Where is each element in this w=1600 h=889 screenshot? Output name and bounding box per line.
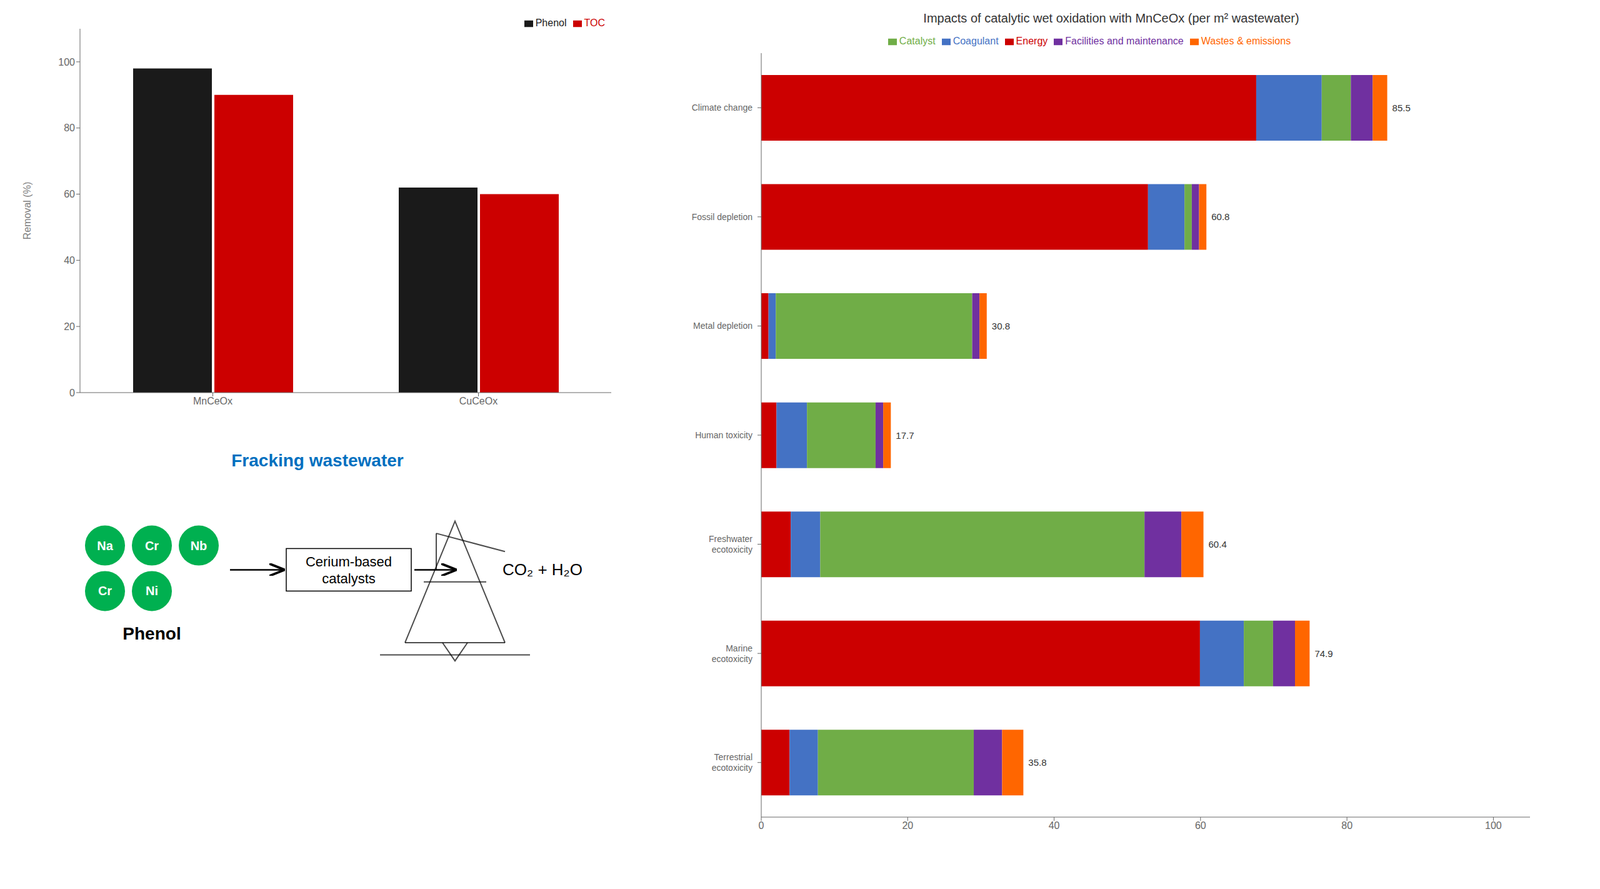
html-text:Impacts of catalytic wet oxida: Impacts of catalytic wet oxidation with …: [923, 11, 1300, 25]
svg-text:80: 80: [63, 122, 75, 134]
svg-text:Marineecotoxicity: Marineecotoxicity: [711, 643, 754, 664]
svg-text:20: 20: [63, 321, 75, 332]
svg-text:Ni: Ni: [145, 583, 159, 598]
html-text:Coagulant: Coagulant: [952, 35, 999, 47]
svg-text:74.9: 74.9: [1314, 648, 1333, 659]
svg-text:60: 60: [1195, 820, 1207, 831]
svg-text:Fracking wastewater: Fracking wastewater: [231, 450, 404, 470]
svg-text:60: 60: [63, 188, 75, 200]
svg-text:30.8: 30.8: [991, 320, 1010, 332]
html-text:Facilities and maintenance: Facilities and maintenance: [1065, 35, 1184, 47]
svg-text:Metal depletion: Metal depletion: [693, 320, 753, 331]
svg-text:60.4: 60.4: [1208, 538, 1227, 550]
svg-text:Freshwaterecotoxicity: Freshwaterecotoxicity: [708, 533, 753, 555]
svg-text:Removal (%): Removal (%): [21, 181, 33, 240]
svg-text:100: 100: [58, 56, 75, 68]
svg-text:Climate change: Climate change: [691, 102, 753, 113]
svg-text:0: 0: [69, 387, 75, 399]
svg-text:Nb: Nb: [190, 538, 208, 553]
svg-text:80: 80: [1341, 820, 1353, 831]
svg-text:Cr: Cr: [98, 583, 112, 598]
svg-text:0: 0: [758, 820, 765, 831]
svg-text:CuCeOx: CuCeOx: [459, 395, 498, 407]
html-text:Energy: Energy: [1016, 35, 1048, 47]
svg-text:Terrestrialecotoxicity: Terrestrialecotoxicity: [711, 751, 753, 773]
html-text:Catalyst: Catalyst: [899, 35, 936, 47]
svg-text:35.8: 35.8: [1028, 756, 1047, 768]
svg-text:Cr: Cr: [145, 538, 159, 553]
svg-text:CO₂ + H₂O: CO₂ + H₂O: [502, 560, 583, 579]
svg-text:17.7: 17.7: [895, 430, 914, 441]
svg-text:60.8: 60.8: [1211, 211, 1230, 222]
svg-text:MnCeOx: MnCeOx: [193, 395, 233, 407]
svg-text:Cerium-basedcatalysts: Cerium-basedcatalysts: [305, 553, 392, 586]
svg-text:85.5: 85.5: [1392, 102, 1411, 114]
svg-text:20: 20: [901, 820, 914, 831]
svg-text:Human toxicity: Human toxicity: [695, 430, 753, 440]
html-text:TOC: TOC: [584, 17, 605, 29]
svg-text:Phenol: Phenol: [122, 623, 181, 644]
svg-text:Fossil depletion: Fossil depletion: [691, 211, 753, 222]
svg-text:40: 40: [1048, 820, 1060, 831]
html-text:Wastes & emissions: Wastes & emissions: [1201, 35, 1291, 47]
svg-text:40: 40: [63, 255, 75, 266]
svg-text:Na: Na: [96, 538, 114, 553]
svg-text:100: 100: [1485, 820, 1502, 831]
html-text:Phenol: Phenol: [535, 17, 567, 29]
